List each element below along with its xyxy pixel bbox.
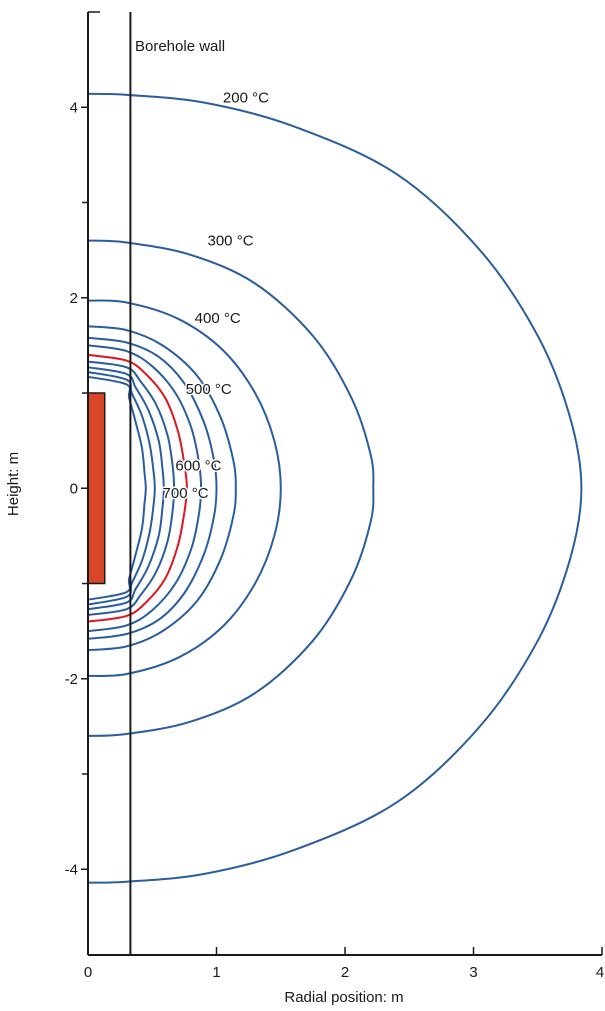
contour-300 xyxy=(87,239,375,737)
heat-source xyxy=(87,392,106,585)
borehole-wall-label: Borehole wall xyxy=(135,38,225,55)
contour-200 xyxy=(87,92,583,884)
ticks: 0 1 2 3 4 -4 -2 0 2 4 xyxy=(65,11,604,981)
x-tick-label-4: 4 xyxy=(596,964,604,981)
contour-label-300: 300 °C xyxy=(208,233,254,250)
contour-700 xyxy=(87,371,156,606)
contour-label-400: 400 °C xyxy=(195,310,241,327)
contour-unlabeled-5 xyxy=(87,344,203,633)
y-tick-label-0: 0 xyxy=(70,480,78,497)
contour-unlabeled-4 xyxy=(87,336,218,640)
contour-500 xyxy=(87,325,237,652)
contour-labels: 200 °C 300 °C 400 °C 500 °C 600 °C 700 °C xyxy=(161,88,271,503)
y-tick-label-4: 4 xyxy=(70,99,78,116)
y-tick-label--4: -4 xyxy=(65,861,78,878)
contour-unlabeled-10 xyxy=(87,375,147,601)
contour-label-700: 700 °C xyxy=(163,485,209,502)
contour-label-600: 600 °C xyxy=(175,457,221,474)
contour-unlabeled-8 xyxy=(87,366,165,611)
contour-lines xyxy=(87,92,583,884)
contour-600 xyxy=(87,353,188,623)
x-tick-label-0: 0 xyxy=(84,964,92,981)
y-tick-label-2: 2 xyxy=(70,290,78,307)
x-tick-label-1: 1 xyxy=(212,964,220,981)
y-tick-label--2: -2 xyxy=(65,671,78,688)
x-tick-label-2: 2 xyxy=(341,964,349,981)
contour-label-200: 200 °C xyxy=(223,90,269,107)
x-axis-label: Radial position: m xyxy=(284,989,403,1006)
heat-source-layer xyxy=(87,392,106,585)
contour-unlabeled-7 xyxy=(87,360,176,616)
x-tick-label-3: 3 xyxy=(469,964,477,981)
contour-400 xyxy=(87,299,282,677)
y-axis-label: Height: m xyxy=(5,452,22,516)
contour-label-500: 500 °C xyxy=(186,381,232,398)
